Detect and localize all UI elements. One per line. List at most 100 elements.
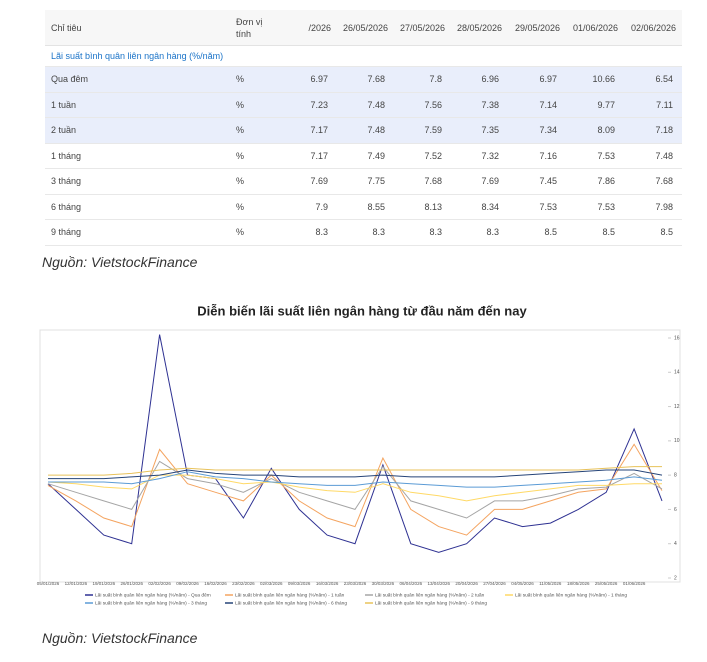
cell: 7.53: [508, 194, 566, 220]
cell: 7.18: [624, 117, 682, 144]
cell: 8.5: [566, 219, 624, 246]
y-tick-label: 14: [674, 370, 680, 376]
x-tick-label: 01/06/2026: [623, 581, 646, 586]
header-cell: 29/05/2026: [508, 10, 566, 46]
cell: 7.14: [508, 92, 566, 118]
series-line: [47, 443, 663, 536]
x-tick-label: 23/02/2026: [232, 581, 255, 586]
y-tick-label: 10: [674, 438, 680, 444]
cell: 6.97: [508, 66, 566, 93]
cell: 7.49: [337, 143, 394, 169]
x-tick-label: 16/03/2026: [316, 581, 339, 586]
row-label: 3 tháng: [45, 168, 230, 195]
y-tick-label: 12: [674, 404, 680, 410]
cell: 9.77: [566, 92, 624, 118]
cell: 7.17: [280, 117, 337, 144]
cell: 7.75: [337, 168, 394, 195]
cell: 7.45: [508, 168, 566, 195]
cell: 8.09: [566, 117, 624, 144]
cell: 7.69: [451, 168, 508, 195]
chart-title: Diễn biến lãi suất liên ngân hàng từ đầu…: [197, 303, 527, 318]
cell: 7.38: [451, 92, 508, 118]
source: Nguồn: VietstockFinance: [42, 254, 198, 270]
cell: 8.34: [451, 194, 508, 220]
y-tick-label: 6: [674, 507, 677, 513]
cell: 7.11: [624, 92, 682, 118]
chart: Diễn biến lãi suất liên ngân hàng từ đầu…: [37, 303, 681, 606]
plot-frame: [39, 329, 681, 583]
cell: 8.13: [394, 194, 451, 220]
cell: 7.68: [624, 168, 682, 195]
x-tick-label: 04/05/2026: [511, 581, 534, 586]
cell: 8.3: [451, 219, 508, 246]
series-line: [48, 469, 663, 480]
cell: %: [230, 143, 280, 169]
header-cell: 27/05/2026: [394, 10, 451, 46]
table-row: 3 tháng% 7.69 7.75 7.68 7.69 7.45 7.86 7.68: [45, 168, 682, 195]
table-row: Qua đêm% 6.97 7.68 7.8 6.96 6.97 10.66 6.54: [45, 66, 682, 93]
table-row: 1 tuần% 7.23 7.48 7.56 7.38 7.14 9.77 7.11: [45, 92, 682, 118]
legend-label: Lãi suất bình quân liên ngân hàng (%/năm…: [95, 592, 211, 598]
legend-label: Lãi suất bình quân liên ngân hàng (%/năm…: [235, 600, 347, 606]
cell: 7.68: [394, 168, 451, 195]
x-tick-label: 06/04/2026: [400, 581, 423, 586]
header-cell: Đơn vị tính: [230, 10, 280, 46]
cell: 7.32: [451, 143, 508, 169]
x-tick-label: 19/01/2026: [93, 581, 116, 586]
cell: 7.17: [280, 143, 337, 169]
x-tick-label: 02/03/2026: [260, 581, 283, 586]
table-row: 9 tháng% 8.3 8.3 8.3 8.3 8.5 8.5 8.5: [45, 219, 682, 246]
cell: 7.48: [624, 143, 682, 169]
row-label: 2 tuần: [45, 117, 230, 144]
x-tick-label: 02/02/2026: [148, 581, 171, 586]
cell: 7.53: [566, 143, 624, 169]
x-tick-label: 27/04/2026: [483, 581, 506, 586]
x-tick-label: 18/05/2026: [567, 581, 590, 586]
table-row: 6 tháng% 7.9 8.55 8.13 8.34 7.53 7.53 7.98: [45, 194, 682, 220]
cell: 7.48: [337, 92, 394, 118]
cell: 8.55: [337, 194, 394, 220]
legend-label: Lãi suất bình quân liên ngân hàng (%/năm…: [375, 592, 485, 598]
cell: 10.66: [566, 66, 624, 93]
series-line: [47, 334, 663, 553]
table-row: 2 tuần% 7.17 7.48 7.59 7.35 7.34 8.09 7.18: [45, 117, 682, 144]
x-tick-label: 20/04/2026: [455, 581, 478, 586]
header-cell: 01/06/2026: [566, 10, 624, 46]
row-label: 9 tháng: [45, 219, 230, 246]
cell: %: [230, 66, 280, 93]
header-row: Chỉ tiêu Đơn vị tính/2026 26/05/2026 27/05/…: [45, 10, 682, 46]
header-cell: Chỉ tiêu: [45, 10, 230, 46]
header-cell: 26/05/2026: [337, 10, 394, 46]
cell: 8.3: [394, 219, 451, 246]
series-line: [48, 466, 662, 476]
cell: 7.9: [280, 194, 337, 220]
cell: 7.68: [337, 66, 394, 93]
y-tick-label: 4: [674, 541, 677, 547]
cell: 7.8: [394, 66, 451, 93]
cell: 7.59: [394, 117, 451, 144]
y-tick-label: 8: [674, 472, 677, 478]
cell: 7.23: [280, 92, 337, 118]
header-cell: /2026: [280, 10, 337, 46]
cell: 7.98: [624, 194, 682, 220]
legend-label: Lãi suất bình quân liên ngân hàng (%/năm…: [235, 592, 345, 598]
header-cell: 28/05/2026: [451, 10, 508, 46]
cell: %: [230, 92, 280, 118]
x-tick-label: 25/05/2026: [595, 581, 618, 586]
cell: %: [230, 117, 280, 144]
x-tick-label: 09/03/2026: [288, 581, 311, 586]
cell: 7.56: [394, 92, 451, 118]
cell: 7.52: [394, 143, 451, 169]
cell: 7.35: [451, 117, 508, 144]
cell: 8.5: [624, 219, 682, 246]
x-tick-label: 26/01/2026: [120, 581, 143, 586]
cell: 8.3: [337, 219, 394, 246]
x-tick-label: 30/03/2026: [372, 581, 395, 586]
table-row: 1 tháng% 7.17 7.49 7.52 7.32 7.16 7.53 7.48: [45, 143, 682, 169]
x-tick-label: 16/02/2026: [204, 581, 227, 586]
series-line: [47, 474, 662, 502]
x-tick-label: 05/01/2026: [37, 581, 60, 586]
x-tick-label: 12/01/2026: [65, 581, 88, 586]
legend-label: Lãi suất bình quân liên ngân hàng (%/năm…: [95, 600, 207, 606]
